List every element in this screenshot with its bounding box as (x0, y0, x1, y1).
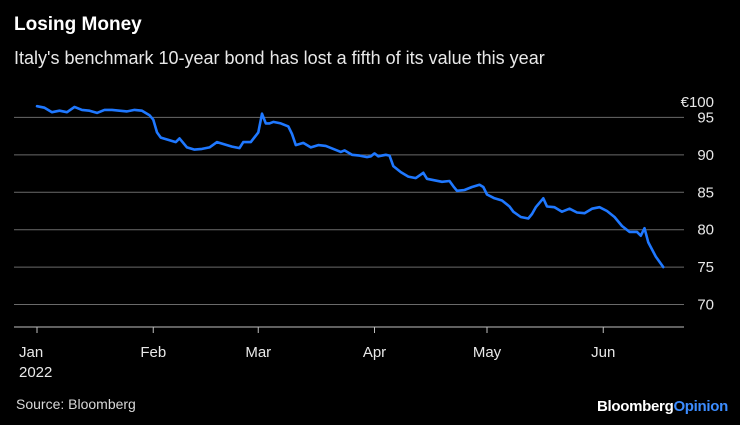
x-tick-label-jan: Jan (19, 344, 43, 361)
y-tick-label-80: 80 (697, 222, 714, 239)
x-year-label: 2022 (19, 364, 52, 381)
chart-subtitle: Italy's benchmark 10-year bond has lost … (14, 48, 545, 68)
series-line-0 (35, 104, 665, 269)
y-tick-label-85: 85 (697, 184, 714, 201)
y-tick-label-95: 95 (697, 109, 714, 126)
y-tick-label-75: 75 (697, 259, 714, 276)
y-axis-labels: €100 70 75 80 85 90 95 (681, 94, 714, 314)
brand-part-2: Opinion (673, 398, 728, 415)
x-tick-label-mar: Mar (245, 344, 271, 361)
grid-lines (14, 116, 684, 306)
source-note: Source: Bloomberg (16, 396, 136, 412)
y-tick-label-top: €100 (681, 94, 714, 111)
x-tick-label-apr: Apr (363, 344, 386, 361)
x-tick-label-may: May (473, 344, 502, 361)
y-tick-label-90: 90 (697, 147, 714, 164)
brand-part-1: Bloomberg (596, 398, 674, 415)
x-tick-label-jun: Jun (591, 344, 615, 361)
series-lines (35, 104, 665, 269)
x-tick-label-feb: Feb (140, 344, 166, 361)
x-axis: Jan Feb Mar Apr May Jun 2022 (14, 326, 684, 381)
brand-logo: BloombergOpinion (597, 398, 728, 415)
chart-title: Losing Money (14, 14, 142, 35)
y-tick-label-70: 70 (697, 297, 714, 314)
